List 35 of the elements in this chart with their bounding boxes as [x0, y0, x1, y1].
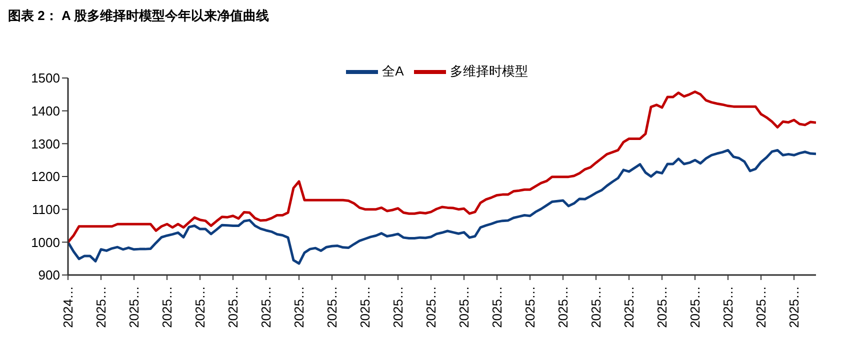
chart-title: 图表 2： A 股多维择时模型今年以来净值曲线 [8, 8, 270, 25]
x-tick-label: 2024… [60, 286, 76, 328]
y-tick-label: 1500 [31, 70, 60, 86]
x-tick-label: 2025… [424, 286, 438, 328]
line-series [68, 90, 816, 244]
x-tick-label: 2025… [490, 286, 504, 328]
y-tick-label: 1400 [31, 103, 60, 118]
x-tick-label: 2025… [522, 286, 538, 328]
x-tick-label: 2025… [622, 286, 636, 328]
y-tick-label: 900 [38, 268, 60, 283]
x-tick-label: 2025… [94, 286, 108, 328]
y-tick-label: 1300 [31, 136, 60, 152]
legend-label: 全A [382, 63, 404, 78]
x-tick-label: 2025… [556, 286, 570, 328]
x-tick-label: 2025… [754, 286, 768, 328]
x-tick-label: 2025… [654, 286, 670, 328]
x-tick-label: 2025… [720, 286, 736, 328]
y-tick-label: 1000 [31, 234, 60, 250]
x-tick-label: 2025… [226, 286, 240, 328]
x-tick-label: 2025… [160, 286, 174, 328]
x-tick-label: 2025… [126, 286, 142, 328]
x-tick-label: 2025… [588, 286, 604, 328]
x-tick-label: 2025… [358, 286, 372, 328]
y-tick-label: 1200 [31, 169, 60, 184]
y-tick-label: 1100 [32, 202, 60, 217]
x-tick-label: 2025… [324, 286, 340, 328]
x-tick-label: 2025… [688, 286, 702, 328]
x-tick-label: 2025… [192, 286, 208, 328]
x-tick-label: 2025… [786, 286, 802, 328]
line-series [68, 148, 816, 265]
legend-label: 多维择时模型 [450, 63, 528, 78]
x-tick-label: 2025… [292, 286, 306, 328]
x-tick-label: 2025… [390, 286, 406, 328]
x-tick-label: 2025… [456, 286, 472, 328]
x-tick-label: 2025… [258, 286, 274, 328]
